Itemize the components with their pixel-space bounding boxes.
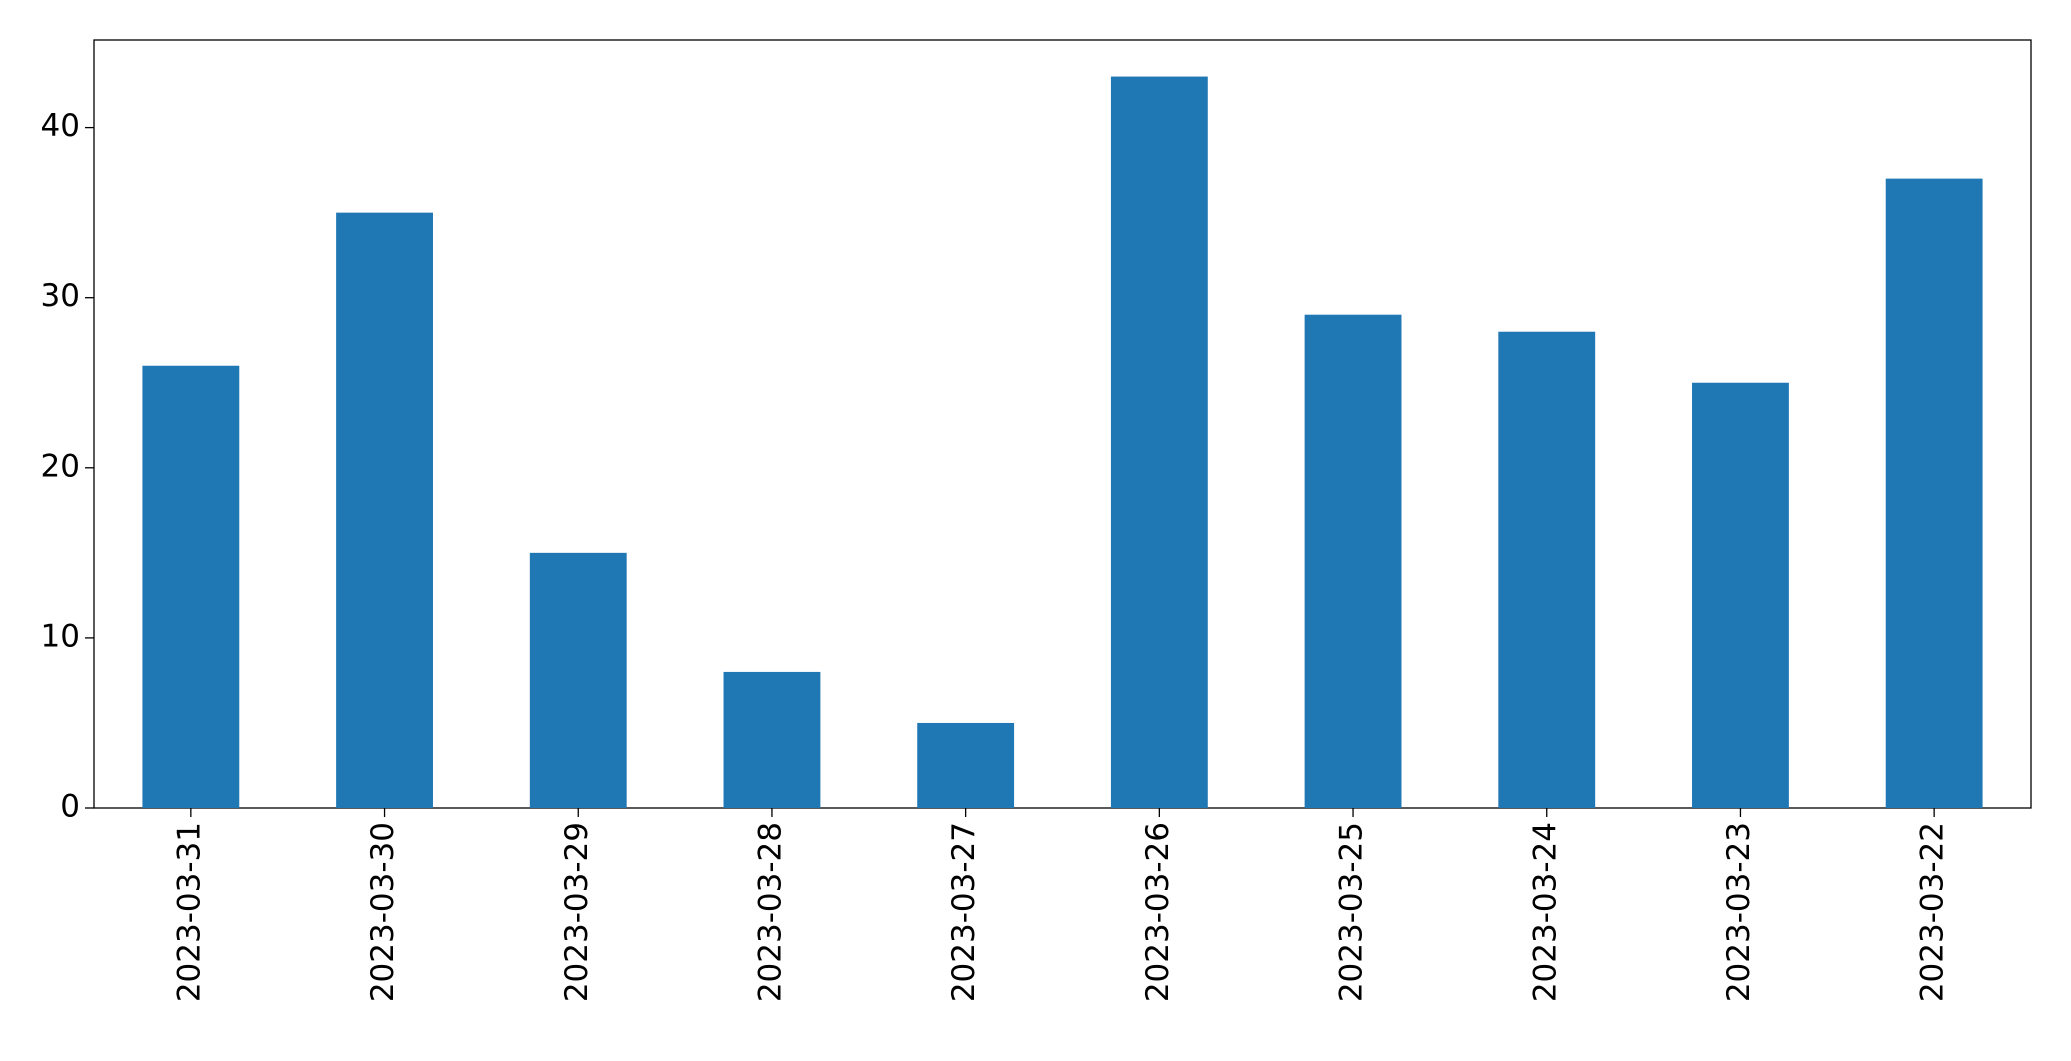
x-tick-label: 2023-03-28	[752, 822, 788, 1002]
bar	[142, 365, 240, 808]
x-tick-label: 2023-03-22	[1915, 822, 1951, 1002]
bar	[529, 552, 627, 808]
y-tick-label: 20	[41, 448, 80, 484]
bar	[723, 671, 821, 808]
x-tick-label: 2023-03-30	[365, 822, 401, 1002]
bar	[1498, 331, 1596, 808]
bar	[1304, 314, 1402, 808]
x-tick-label: 2023-03-24	[1527, 822, 1563, 1002]
y-tick-label: 30	[41, 278, 80, 314]
x-tick-label: 2023-03-27	[946, 822, 982, 1002]
x-tick-label: 2023-03-23	[1721, 822, 1757, 1002]
plot-frame	[93, 39, 2032, 809]
bar	[1692, 382, 1789, 808]
y-tick-label: 40	[41, 108, 80, 144]
x-tick-label: 2023-03-25	[1334, 822, 1370, 1002]
y-tick-label: 0	[60, 789, 80, 825]
x-tick-label: 2023-03-31	[171, 822, 207, 1002]
x-tick-label: 2023-03-26	[1140, 822, 1176, 1002]
bar	[917, 722, 1015, 808]
bar	[1885, 178, 1983, 808]
bar	[336, 212, 433, 808]
bar	[1110, 76, 1208, 809]
x-tick-label: 2023-03-29	[559, 822, 595, 1002]
y-tick-label: 10	[41, 618, 80, 654]
